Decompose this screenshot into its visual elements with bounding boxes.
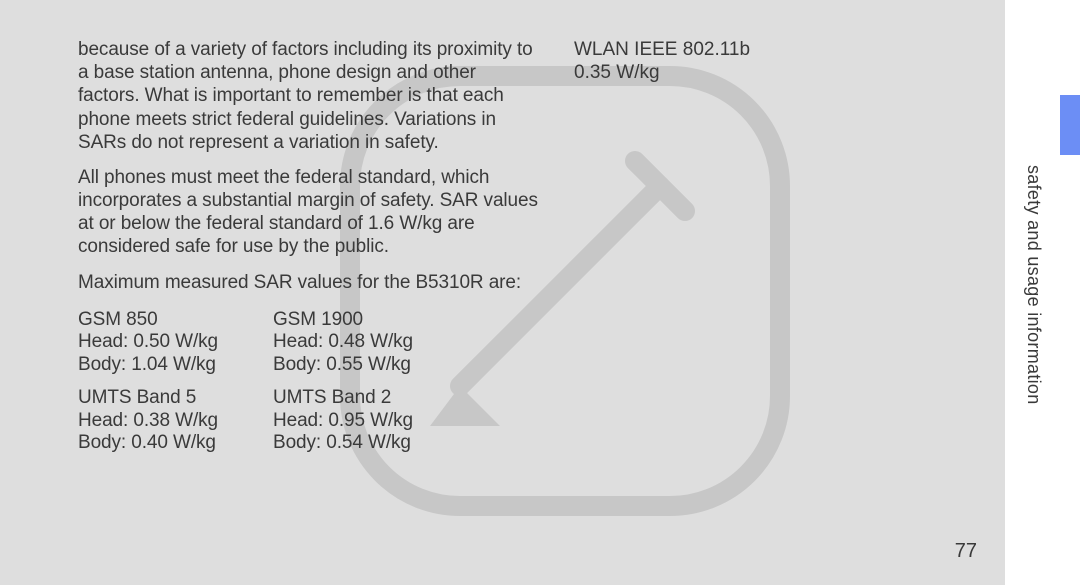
sar-umts2: UMTS Band 2 Head: 0.95 W/kg Body: 0.54 W… bbox=[273, 386, 493, 455]
right-column: WLAN IEEE 802.11b 0.35 W/kg bbox=[574, 38, 894, 455]
page-number: 77 bbox=[955, 540, 977, 563]
wlan-title: WLAN IEEE 802.11b bbox=[574, 38, 894, 61]
text-columns: because of a variety of factors includin… bbox=[78, 38, 975, 455]
sar-umts5: UMTS Band 5 Head: 0.38 W/kg Body: 0.40 W… bbox=[78, 386, 273, 455]
sar-title: GSM 1900 bbox=[273, 308, 493, 331]
sar-head: Head: 0.48 W/kg bbox=[273, 331, 493, 354]
sar-values-grid: GSM 850 Head: 0.50 W/kg Body: 1.04 W/kg … bbox=[78, 308, 538, 456]
paragraph-3: Maximum measured SAR values for the B531… bbox=[78, 271, 538, 294]
sar-head: Head: 0.50 W/kg bbox=[78, 331, 273, 354]
sar-body: Body: 1.04 W/kg bbox=[78, 354, 273, 377]
sar-head: Head: 0.38 W/kg bbox=[78, 410, 273, 433]
sar-body: Body: 0.54 W/kg bbox=[273, 432, 493, 455]
sar-title: UMTS Band 5 bbox=[78, 386, 273, 409]
document-page: because of a variety of factors includin… bbox=[0, 0, 1005, 585]
sar-gsm850: GSM 850 Head: 0.50 W/kg Body: 1.04 W/kg bbox=[78, 308, 273, 377]
left-column: because of a variety of factors includin… bbox=[78, 38, 538, 455]
wlan-value: 0.35 W/kg bbox=[574, 61, 894, 84]
sar-gsm1900: GSM 1900 Head: 0.48 W/kg Body: 0.55 W/kg bbox=[273, 308, 493, 377]
paragraph-1: because of a variety of factors includin… bbox=[78, 38, 538, 154]
sar-head: Head: 0.95 W/kg bbox=[273, 410, 493, 433]
sar-body: Body: 0.55 W/kg bbox=[273, 354, 493, 377]
side-section-label: safety and usage information bbox=[1024, 165, 1044, 485]
sar-title: UMTS Band 2 bbox=[273, 386, 493, 409]
sar-body: Body: 0.40 W/kg bbox=[78, 432, 273, 455]
sar-title: GSM 850 bbox=[78, 308, 273, 331]
content-area: because of a variety of factors includin… bbox=[0, 0, 1005, 585]
section-tab bbox=[1060, 95, 1080, 155]
paragraph-2: All phones must meet the federal standar… bbox=[78, 166, 538, 259]
